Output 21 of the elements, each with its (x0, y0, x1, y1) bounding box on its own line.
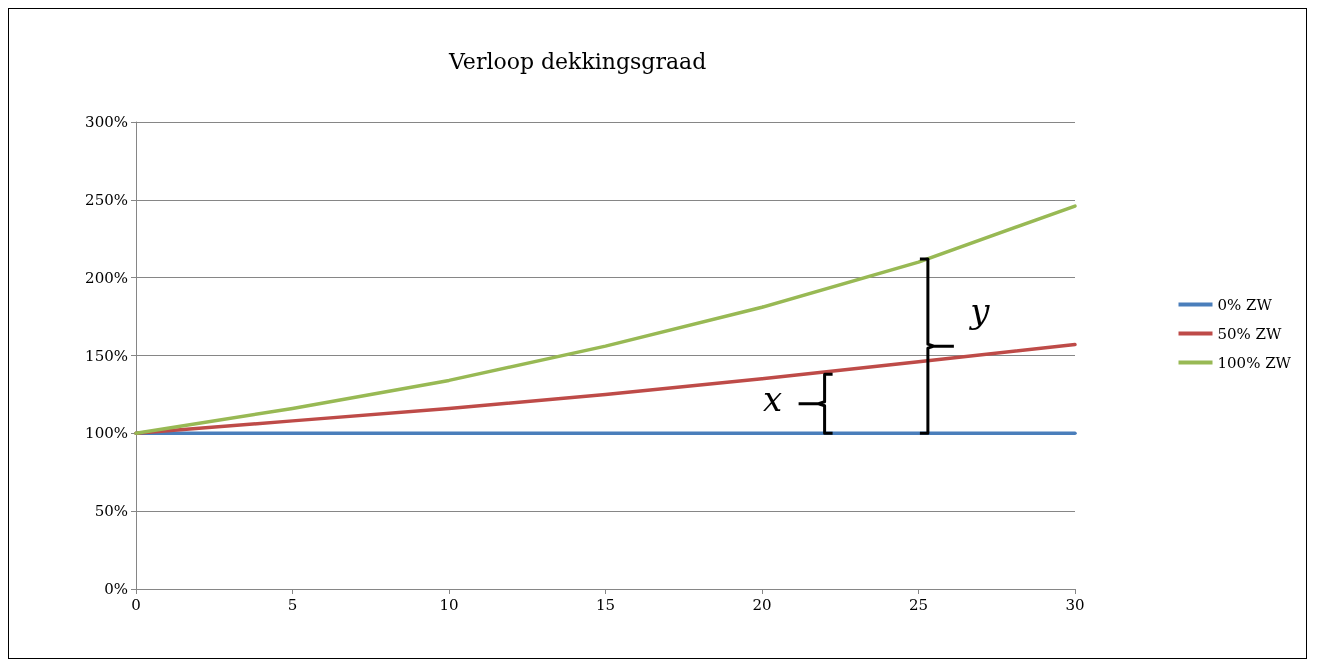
y-tick-label: 150% (85, 346, 128, 365)
x-tick-label: 30 (1065, 595, 1085, 614)
annotation: y (968, 291, 991, 332)
x-tick-label: 25 (908, 595, 929, 614)
y-tick-label: 100% (85, 424, 128, 443)
x-tick-label: 10 (439, 595, 459, 614)
y-tick-label: 300% (85, 113, 128, 131)
annotation: x (763, 378, 783, 419)
x-tick-label: 0 (131, 595, 141, 614)
x-tick-label: 20 (752, 595, 772, 614)
legend-label: 100% ZW (1217, 353, 1292, 372)
y-tick-label: 250% (85, 190, 128, 209)
x-tick-label: 15 (595, 595, 616, 614)
y-tick-label: 50% (94, 502, 128, 521)
y-tick-label: 200% (85, 268, 128, 287)
chart-title: Verloop dekkingsgraad (448, 48, 707, 74)
line-series (134, 204, 1077, 436)
x-tick-label: 5 (287, 595, 298, 614)
legend-label: 0% ZW (1217, 295, 1273, 314)
y-tick-label: 0% (104, 580, 128, 598)
legend-label: 50% ZW (1217, 324, 1283, 343)
